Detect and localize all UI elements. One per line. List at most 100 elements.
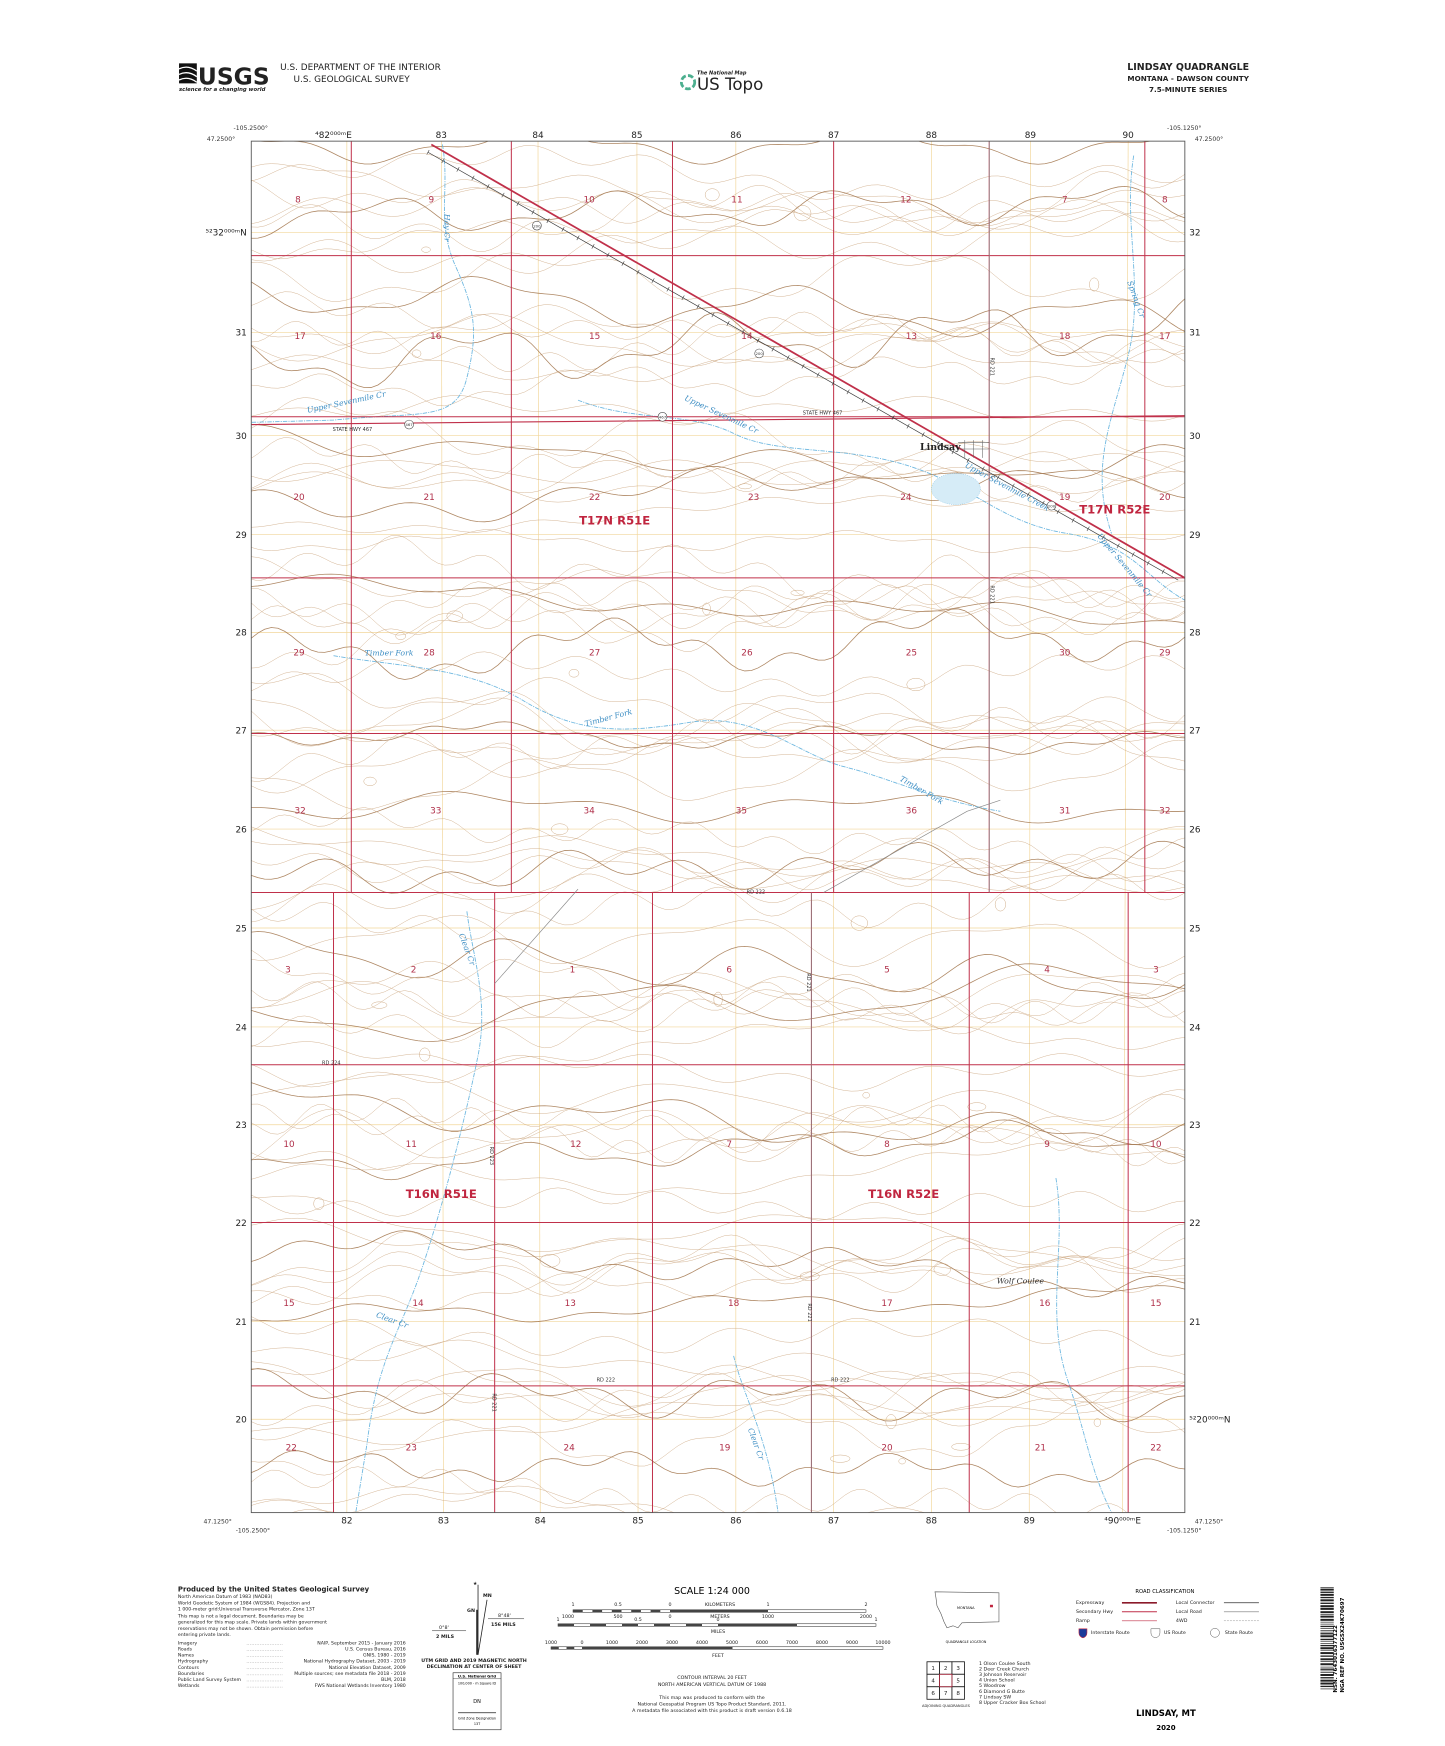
- barcode-bar: [1320, 1649, 1334, 1651]
- contour-closed: [539, 1254, 561, 1268]
- ft-tick: 2000: [636, 1640, 648, 1646]
- contour-closed: [713, 991, 723, 1007]
- contour-closed: [967, 1102, 987, 1112]
- section-number: 14: [741, 332, 753, 342]
- section-number: 12: [900, 195, 911, 205]
- section-number: 28: [423, 649, 435, 659]
- scale-segment: [590, 1623, 607, 1627]
- scale-segment: [551, 1646, 559, 1650]
- corner-bottom-left-lat: 47.1250°: [203, 1518, 231, 1526]
- barcode-bar: [1320, 1599, 1334, 1602]
- scale-segment: [566, 1646, 575, 1650]
- barcode-bar: [1320, 1682, 1334, 1685]
- m-tick: 500: [613, 1614, 622, 1620]
- northing-tick-right: 23: [1189, 1121, 1200, 1131]
- contour: [251, 573, 1185, 636]
- place-wolf-coulee: Wolf Coulee: [997, 1277, 1045, 1286]
- section-number: 1: [570, 965, 576, 975]
- barcode-bar: [1320, 1638, 1334, 1641]
- northing-tick-right: 29: [1189, 531, 1201, 541]
- section-number: 17: [295, 332, 306, 342]
- source-label: Contours: [178, 1665, 200, 1671]
- railroad-tick: [966, 457, 970, 463]
- scale-segment: [654, 1623, 671, 1627]
- road-classification-title: ROAD CLASSIFICATION: [1135, 1589, 1194, 1595]
- section-number: 3: [285, 965, 291, 975]
- contour: [251, 826, 1185, 893]
- section-number: 13: [565, 1299, 576, 1309]
- source-value: National Hydrography Dataset, 2003 - 201…: [304, 1659, 406, 1665]
- contour: [251, 873, 1185, 940]
- section-number: 10: [283, 1140, 295, 1150]
- contour: [251, 915, 1185, 969]
- national-grid-title: U.S. National Grid: [458, 1673, 497, 1678]
- barcode-bar: [1320, 1621, 1334, 1623]
- railroad-tick: [1026, 492, 1030, 497]
- road-class-label: Secondary Hwy: [1076, 1609, 1113, 1615]
- usgs-wave-icon: [178, 63, 198, 84]
- index-contour: [251, 840, 1185, 894]
- northing-tick-left: 31: [236, 329, 247, 339]
- contour: [251, 1187, 1185, 1221]
- source-label: Names: [178, 1653, 195, 1659]
- railroad-tick: [1041, 500, 1045, 506]
- contour: [251, 961, 1185, 1035]
- contour: [251, 581, 1185, 635]
- km-tick: 0: [668, 1602, 671, 1608]
- corner-top-right-lat: 47.2500°: [1195, 135, 1223, 143]
- railroad-tick: [816, 372, 820, 378]
- ft-tick: 10000: [875, 1640, 890, 1646]
- contour: [251, 187, 1185, 235]
- section-number: 13: [906, 332, 917, 342]
- road-label: STATE HWY 467: [803, 411, 843, 417]
- section-number: 7: [1062, 195, 1068, 205]
- m-tick: 1000: [562, 1614, 574, 1620]
- vertical-datum: NORTH AMERICAN VERTICAL DATUM OF 1988: [658, 1682, 766, 1688]
- barcode-bar: [1320, 1663, 1334, 1666]
- easting-tick-top: 85: [631, 131, 642, 141]
- lindsay-townsite: [958, 440, 990, 458]
- railroad-tick: [531, 209, 535, 215]
- declination-caption-2: DECLINATION AT CENTER OF SHEET: [427, 1664, 523, 1670]
- route-number: 200: [533, 223, 541, 228]
- barcode-bar: [1320, 1677, 1334, 1679]
- contour: [251, 291, 1185, 365]
- index-contour: [251, 424, 1185, 499]
- contour: [251, 451, 1185, 494]
- adjoining-quad-name: 3 Johnson Reservoir: [979, 1672, 1026, 1678]
- quad-marker: [989, 1604, 993, 1608]
- section-number: 27: [589, 649, 600, 659]
- railroad-tick: [651, 278, 655, 283]
- contour: [251, 443, 1185, 503]
- corner-bottom-right-lat: 47.1250°: [1195, 1518, 1223, 1526]
- utm-grid: [251, 141, 1185, 1513]
- utm-grid-line: [1028, 141, 1031, 1513]
- scale-segment: [631, 1609, 641, 1613]
- easting-tick-bottom: ⁴90⁰⁰⁰ᵐE: [1104, 1517, 1141, 1527]
- railroad-tick: [951, 449, 955, 455]
- section-number: 34: [583, 807, 595, 817]
- section-number: 5: [884, 965, 890, 975]
- railroad-tick: [1131, 552, 1135, 557]
- source-label: Hydrography: [178, 1659, 209, 1665]
- national-grid-sub: 100,000 - m Square ID: [458, 1681, 497, 1685]
- contour: [251, 252, 1185, 302]
- contour: [251, 179, 1185, 243]
- star-icon: ★: [473, 1581, 477, 1587]
- northing-tick-left: 20: [236, 1416, 248, 1426]
- montana-outline: [934, 1591, 1000, 1629]
- contour: [251, 556, 1185, 622]
- easting-tick-top: 88: [926, 131, 938, 141]
- m-label: METERS: [710, 1614, 729, 1620]
- m-tick: 1000: [762, 1614, 774, 1620]
- adjoining-quad-name: 4 Union School: [979, 1678, 1015, 1684]
- corner-bottom-right-lon: -105.1250°: [1167, 1527, 1201, 1535]
- barcode-bar: [1320, 1596, 1334, 1599]
- route-legend-label: US Route: [1164, 1630, 1186, 1636]
- section-number: 24: [900, 493, 912, 503]
- source-value: U.S. Census Bureau, 2016: [345, 1646, 406, 1652]
- northing-tick-right: 31: [1189, 329, 1200, 339]
- railroad-tick: [471, 175, 475, 181]
- barcode-bar: [1320, 1640, 1334, 1642]
